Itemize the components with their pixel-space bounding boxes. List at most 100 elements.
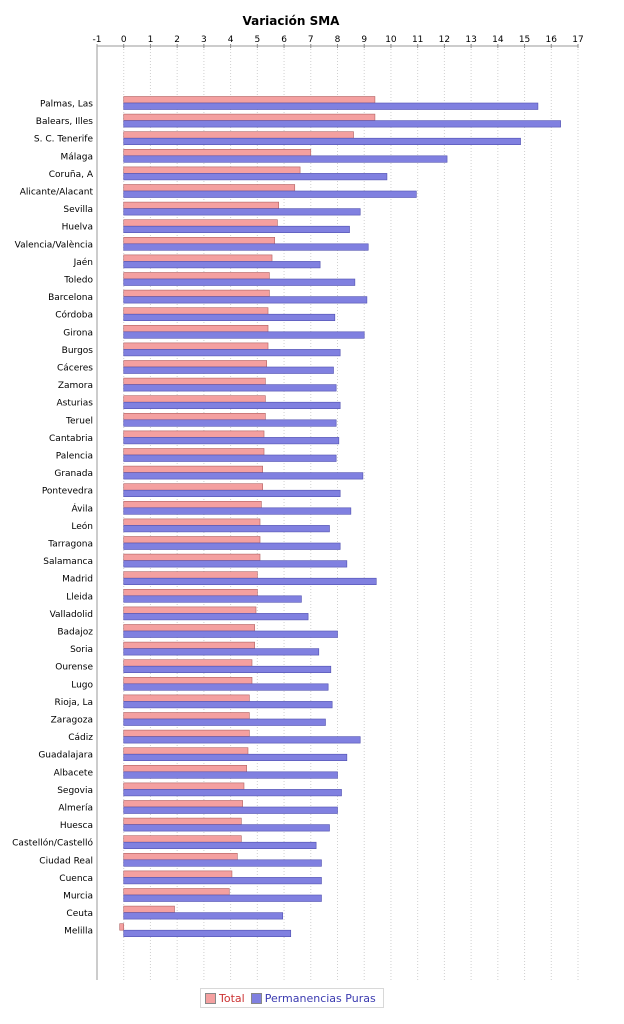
category-label: Zaragoza — [51, 716, 93, 726]
x-tick-label: 12 — [439, 35, 450, 45]
category-label: Sevilla — [63, 205, 93, 215]
bar-permanencias — [123, 806, 338, 814]
bar-permanencias — [123, 419, 337, 427]
bar-total — [123, 729, 250, 737]
bar-permanencias — [123, 630, 338, 638]
bar-total — [123, 905, 175, 913]
category-label: Lugo — [71, 680, 93, 690]
bar-total — [123, 659, 253, 667]
x-axis-ticks: -1 0 1 2 3 4 5 6 7 8 9 10 11 12 13 14 15 16 17 — [93, 35, 584, 48]
bar-permanencias — [123, 841, 317, 850]
category-label: Cádiz — [68, 733, 93, 743]
bar-total — [123, 237, 276, 245]
bar-total — [123, 500, 262, 509]
bar-permanencias — [123, 718, 326, 726]
category-label: Zamora — [58, 381, 93, 391]
bar-total — [123, 553, 261, 561]
category-label: Málaga — [60, 152, 93, 162]
legend-swatch-total — [205, 992, 216, 1004]
x-tick-label: 8 — [335, 35, 341, 45]
bar-total — [123, 764, 247, 773]
bar-permanencias — [123, 437, 340, 445]
bar-permanencias — [123, 278, 356, 286]
category-label: Palencia — [56, 452, 93, 462]
bar-permanencias — [123, 366, 334, 374]
bar-total — [123, 712, 250, 720]
category-label: Alicante/Alacant — [20, 188, 94, 198]
bar-total — [123, 835, 242, 843]
bar-total — [123, 888, 230, 896]
bar-total — [123, 307, 269, 315]
x-tick-label: 17 — [572, 35, 583, 45]
bar-permanencias — [123, 683, 329, 691]
bar-total — [123, 536, 261, 544]
bar-permanencias — [123, 648, 320, 656]
bar-permanencias — [123, 542, 341, 550]
category-label: Pontevedra — [42, 487, 93, 497]
category-label: Balears, Illes — [36, 117, 94, 127]
category-label: Lleida — [66, 592, 93, 602]
bar-permanencias — [123, 560, 348, 568]
x-tick-label: 1 — [148, 35, 154, 45]
category-label: Jaén — [73, 257, 93, 268]
bar-total — [123, 641, 255, 649]
bar-permanencias — [123, 753, 348, 762]
bar-permanencias — [123, 208, 361, 216]
bar-total — [123, 289, 270, 297]
category-label: Huesca — [60, 821, 93, 831]
bar-permanencias — [123, 912, 284, 920]
bar-permanencias — [123, 525, 330, 533]
bar-total — [123, 324, 269, 333]
bar-permanencias — [123, 665, 332, 674]
bar-total — [123, 254, 273, 262]
legend-item-permanencias: Permanencias Puras — [250, 991, 376, 1005]
category-label: Albacete — [54, 768, 94, 778]
bar-permanencias — [123, 155, 448, 163]
bar-total — [123, 113, 376, 121]
x-tick-label: 14 — [492, 35, 504, 45]
bar-permanencias — [123, 225, 350, 233]
bar-permanencias — [123, 789, 342, 797]
bar-permanencias — [123, 454, 337, 462]
category-label: Burgos — [62, 346, 94, 356]
bar-permanencias — [123, 824, 330, 832]
x-tick-label: 10 — [385, 35, 397, 45]
bar-total — [123, 870, 233, 878]
bar-total — [123, 395, 266, 403]
bar-total — [123, 817, 242, 825]
bar-total — [123, 800, 243, 808]
bar-permanencias — [123, 859, 322, 867]
bar-total — [123, 377, 266, 385]
bar-total — [123, 852, 238, 861]
category-label: Ávila — [72, 502, 93, 514]
bar-total — [123, 166, 301, 174]
bar-permanencias — [123, 489, 341, 498]
bar-permanencias — [123, 613, 309, 621]
category-label: Ciudad Real — [39, 856, 93, 866]
bar-total — [123, 342, 269, 350]
legend-label-permanencias: Permanencias Puras — [264, 991, 376, 1005]
bar-total — [123, 465, 263, 473]
x-tick-label: 6 — [281, 35, 287, 45]
legend-label-total: Total — [219, 991, 245, 1005]
x-tick-label: 15 — [519, 35, 530, 45]
bar-total — [123, 588, 258, 597]
x-tick-label: 7 — [308, 35, 314, 45]
category-label: Córdoba — [55, 310, 93, 321]
category-label: Cantabria — [49, 434, 93, 444]
bar-permanencias — [123, 401, 341, 410]
bar-permanencias — [123, 877, 322, 885]
bar-permanencias — [123, 736, 361, 744]
bar-permanencias — [123, 771, 338, 779]
bar-total — [123, 624, 255, 632]
bar-total — [123, 606, 257, 614]
bar-permanencias — [123, 102, 539, 110]
bar-total — [123, 272, 270, 280]
bar-permanencias — [123, 120, 561, 128]
bar-total — [123, 518, 261, 526]
category-label: Segovia — [57, 786, 93, 796]
category-label: Cáceres — [57, 364, 93, 374]
bar-permanencias — [123, 472, 364, 480]
category-label: Soria — [70, 645, 93, 655]
bar-total — [123, 149, 312, 157]
